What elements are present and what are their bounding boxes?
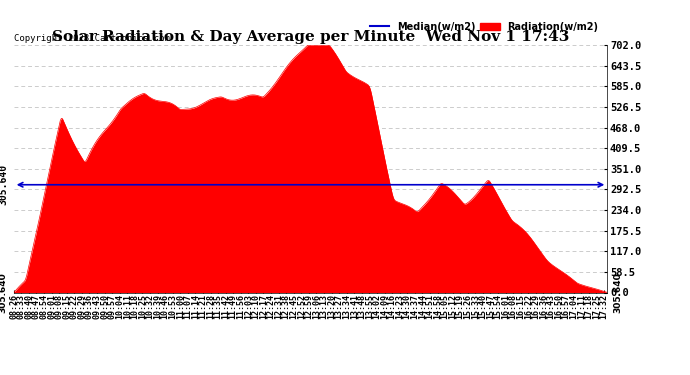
Text: 305.640: 305.640 xyxy=(0,164,8,205)
Text: Copyright 2023 Cartronics.com: Copyright 2023 Cartronics.com xyxy=(14,34,170,43)
Text: 305.640: 305.640 xyxy=(0,272,8,313)
Legend: Median(w/m2), Radiation(w/m2): Median(w/m2), Radiation(w/m2) xyxy=(366,18,602,36)
Text: 305.640: 305.640 xyxy=(613,272,622,313)
Title: Solar Radiation & Day Average per Minute  Wed Nov 1 17:43: Solar Radiation & Day Average per Minute… xyxy=(52,30,569,44)
